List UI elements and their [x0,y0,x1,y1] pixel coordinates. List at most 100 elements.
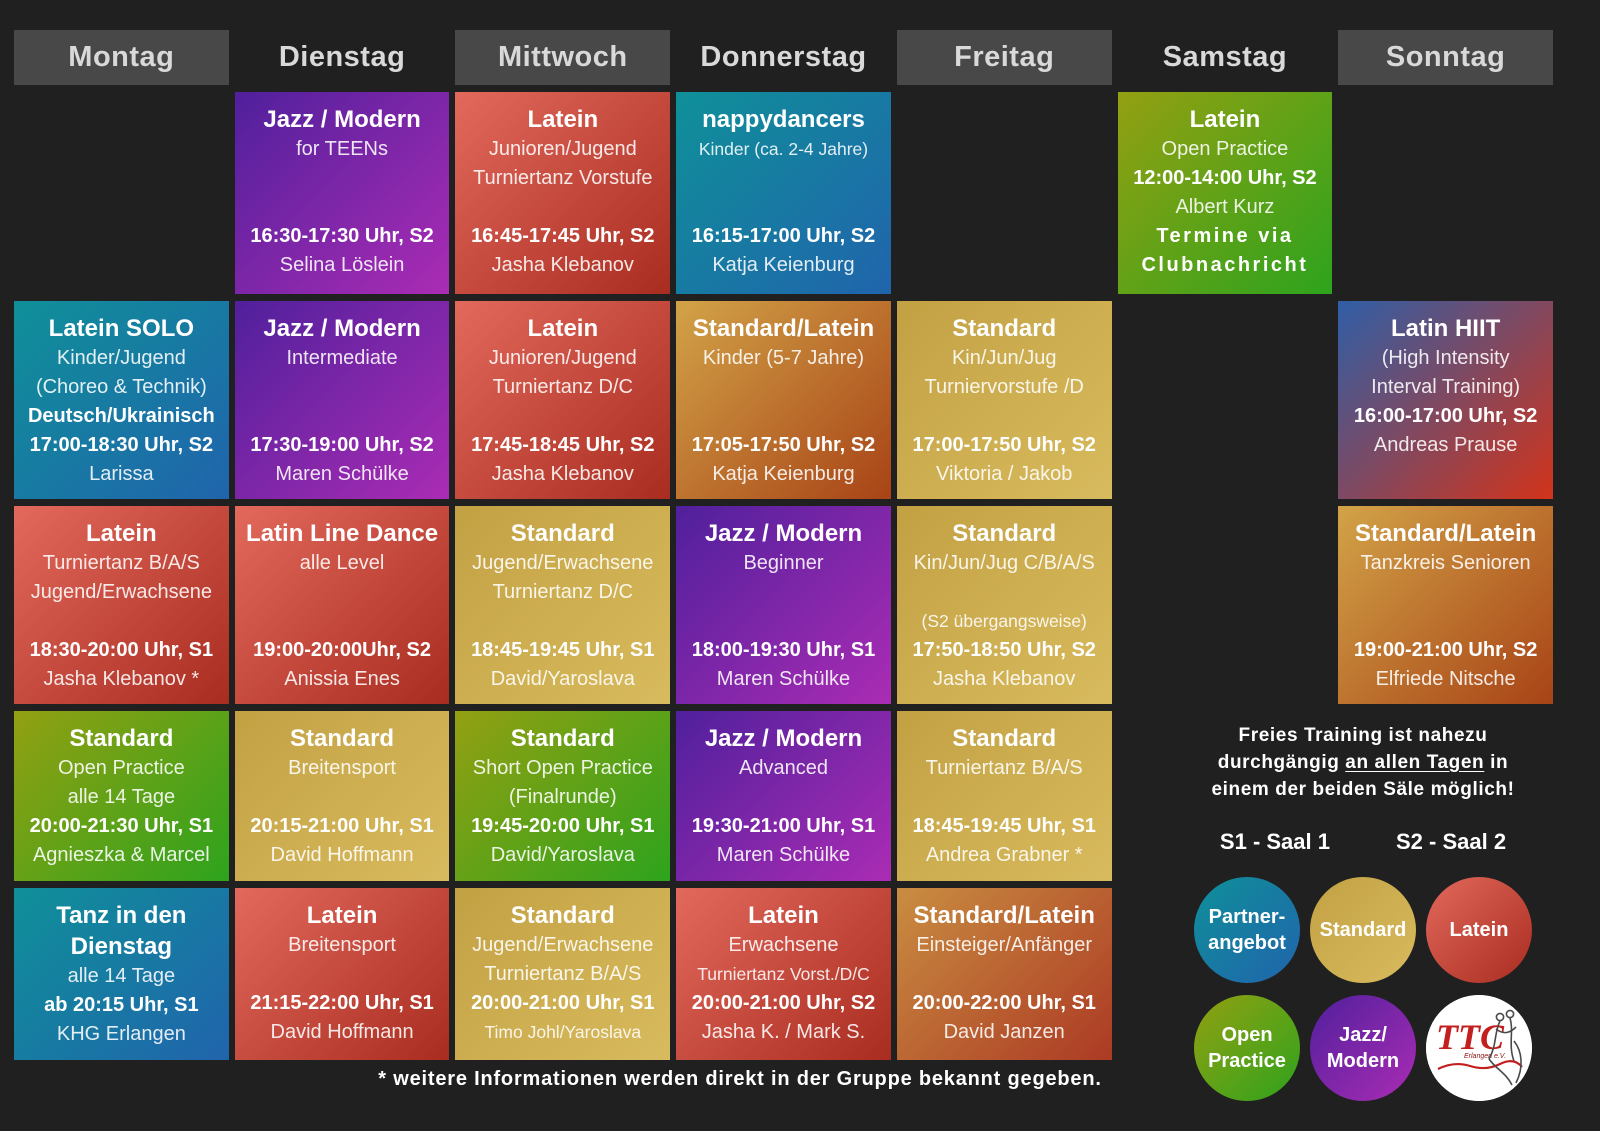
day-header-montag: Montag [14,30,229,85]
card-line: Jugend/Erwachsene [472,934,654,956]
card-line: Jugend/Erwachsene [30,581,212,603]
card-line: Anissia Enes [284,668,400,690]
note-line-2: durchgängig an allen Tagen in [1128,749,1598,776]
card-line: David/Yaroslava [490,668,635,690]
card-line: Einsteiger/Anfänger [916,934,1093,956]
card-title: Standard [69,725,174,752]
card-line [676,578,891,607]
card-line: Andrea Grabner * [925,844,1083,866]
card-line [235,607,450,636]
card-line: Erwachsene [728,934,839,956]
card-line: Katja Keienburg [712,463,855,485]
card-line: Clubnachricht [1141,254,1309,276]
card-title: Standard [290,725,395,752]
card-line: Turniertanz B/A/S [42,552,200,574]
legend-label-line: Practice [1208,1050,1286,1072]
card-title: Latein [86,520,157,547]
card-line: Andreas Prause [1373,434,1518,456]
card-line: 18:00-19:30 Uhr, S1 [691,639,876,661]
class-card: Jazz / Modern Beginner 18:00-19:30 Uhr, S1… [676,506,891,704]
card-line [235,960,450,989]
card-line [235,578,450,607]
class-card: Standard/Latein Tanzkreis Senioren 19:00-2… [1338,506,1553,704]
card-line [897,402,1112,431]
class-card: Standard Jugend/Erwachsene Turniertanz D/C… [455,506,671,704]
card-line: Intermediate [286,347,398,369]
card-line [235,402,450,431]
legend-label-line: Open [1221,1024,1273,1046]
card-line: (Choreo & Technik) [35,376,207,398]
card-line: 21:15-22:00 Uhr, S1 [250,992,434,1014]
card-line: (S2 übergangsweise) [921,611,1087,631]
card-line: Interval Training) [1371,376,1521,398]
card-line: Turniertanz Vorstufe [473,167,653,189]
card-line: 20:00-21:00 Uhr, S1 [471,992,655,1014]
card-title: Jazz / Modern [704,520,863,547]
card-line: David Janzen [943,1021,1065,1043]
class-card: Standard/Latein Einsteiger/Anfänger 20:00-… [896,888,1112,1060]
card-line: Breitensport [288,934,396,956]
day-header-donnerstag: Donnerstag [700,41,867,73]
note-line-2-pre: durchgängig [1217,752,1346,773]
card-line: 16:00-17:00 Uhr, S2 [1353,405,1538,427]
card-title: Standard [952,315,1057,342]
card-line: Jasha Klebanov * [43,668,200,690]
free-training-note: Freies Training ist nahezu durchgängig a… [1128,722,1598,803]
category-legend: Partner-angebot Standard Latein Open Practic… [1128,877,1598,1101]
legend-label-line: Latein [1449,919,1509,941]
card-line: Albert Kurz [1175,196,1275,218]
card-line: Maren Schülke [716,668,851,690]
card-line: Kin/Jun/Jug [951,347,1057,369]
hall-2-label: S2 - Saal 2 [1396,829,1507,854]
card-line: Deutsch/Ukrainisch [27,405,215,427]
card-line: Short Open Practice [472,757,653,779]
card-line: David Hoffmann [270,1021,414,1043]
logo-ttc-text: TTC [1436,1017,1505,1057]
card-line: Jasha Klebanov [491,254,634,276]
card-line: Timo Johl/Yaroslava [484,1022,642,1042]
card-title: Standard/Latein [1354,520,1537,547]
card-line: 18:45-19:45 Uhr, S1 [471,639,655,661]
class-card: Standard Short Open Practice (Finalrunde) 1… [455,711,671,881]
logo-dancers-art [1488,1009,1522,1086]
class-card: Latein Turniertanz B/A/S Jugend/Erwachsene… [14,506,229,704]
card-line: (Finalrunde) [508,786,617,808]
card-line: 18:30-20:00 Uhr, S1 [29,639,214,661]
class-card: Tanz in den Dienstag alle 14 Tage ab 20:15 … [14,888,229,1060]
class-card: Latein SOLO Kinder/Jugend (Choreo & Techni… [14,301,229,499]
card-line: Open Practice [1161,138,1289,160]
legend-circle-open: Open Practice [1194,995,1300,1101]
hall-1-label: S1 - Saal 1 [1219,829,1330,854]
card-line: 17:45-18:45 Uhr, S2 [471,434,655,456]
card-line: Larissa [89,463,154,485]
class-card: Standard/Latein Kinder (5-7 Jahre) 17:05-1… [676,301,891,499]
card-line: 17:00-18:30 Uhr, S2 [29,434,214,456]
class-card: Jazz / Modern Advanced 19:30-21:00 Uhr, S1… [676,711,891,881]
card-line: Kinder (ca. 2-4 Jahre) [698,139,869,159]
card-line: 17:30-19:00 Uhr, S2 [250,434,434,456]
card-title: Standard [952,520,1057,547]
class-card: Standard Open Practice alle 14 Tage 20:00-2… [14,711,229,881]
card-line [676,402,891,431]
class-card: Latein Breitensport 21:15-22:00 Uhr, S1 Dav… [234,888,450,1060]
card-title: Standard/Latein [692,315,875,342]
day-header-dienstag: Dienstag [278,41,406,73]
card-line: Agnieszka & Marcel [32,844,210,866]
card-line: Katja Keienburg [712,254,855,276]
card-line [235,193,450,222]
legend-circle-partner: Partner-angebot [1194,877,1300,983]
card-line: Kinder/Jugend [56,347,186,369]
card-line: Turniertanz Vorst./D/C [697,964,870,984]
card-line [455,402,670,431]
card-title: Dienstag [70,933,173,960]
card-line: Maren Schülke [716,844,851,866]
card-line: alle 14 Tage [67,786,176,808]
day-header-freitag: Freitag [896,30,1112,85]
card-line: 20:00-21:00 Uhr, S2 [691,992,876,1014]
legend-circle-latein: Latein [1426,877,1532,983]
class-card: Latein Open Practice 12:00-14:00 Uhr, S2 Al… [1117,92,1333,294]
card-line: Maren Schülke [275,463,409,485]
card-line [235,164,450,193]
legend-label-line: Partner- [1208,906,1286,928]
